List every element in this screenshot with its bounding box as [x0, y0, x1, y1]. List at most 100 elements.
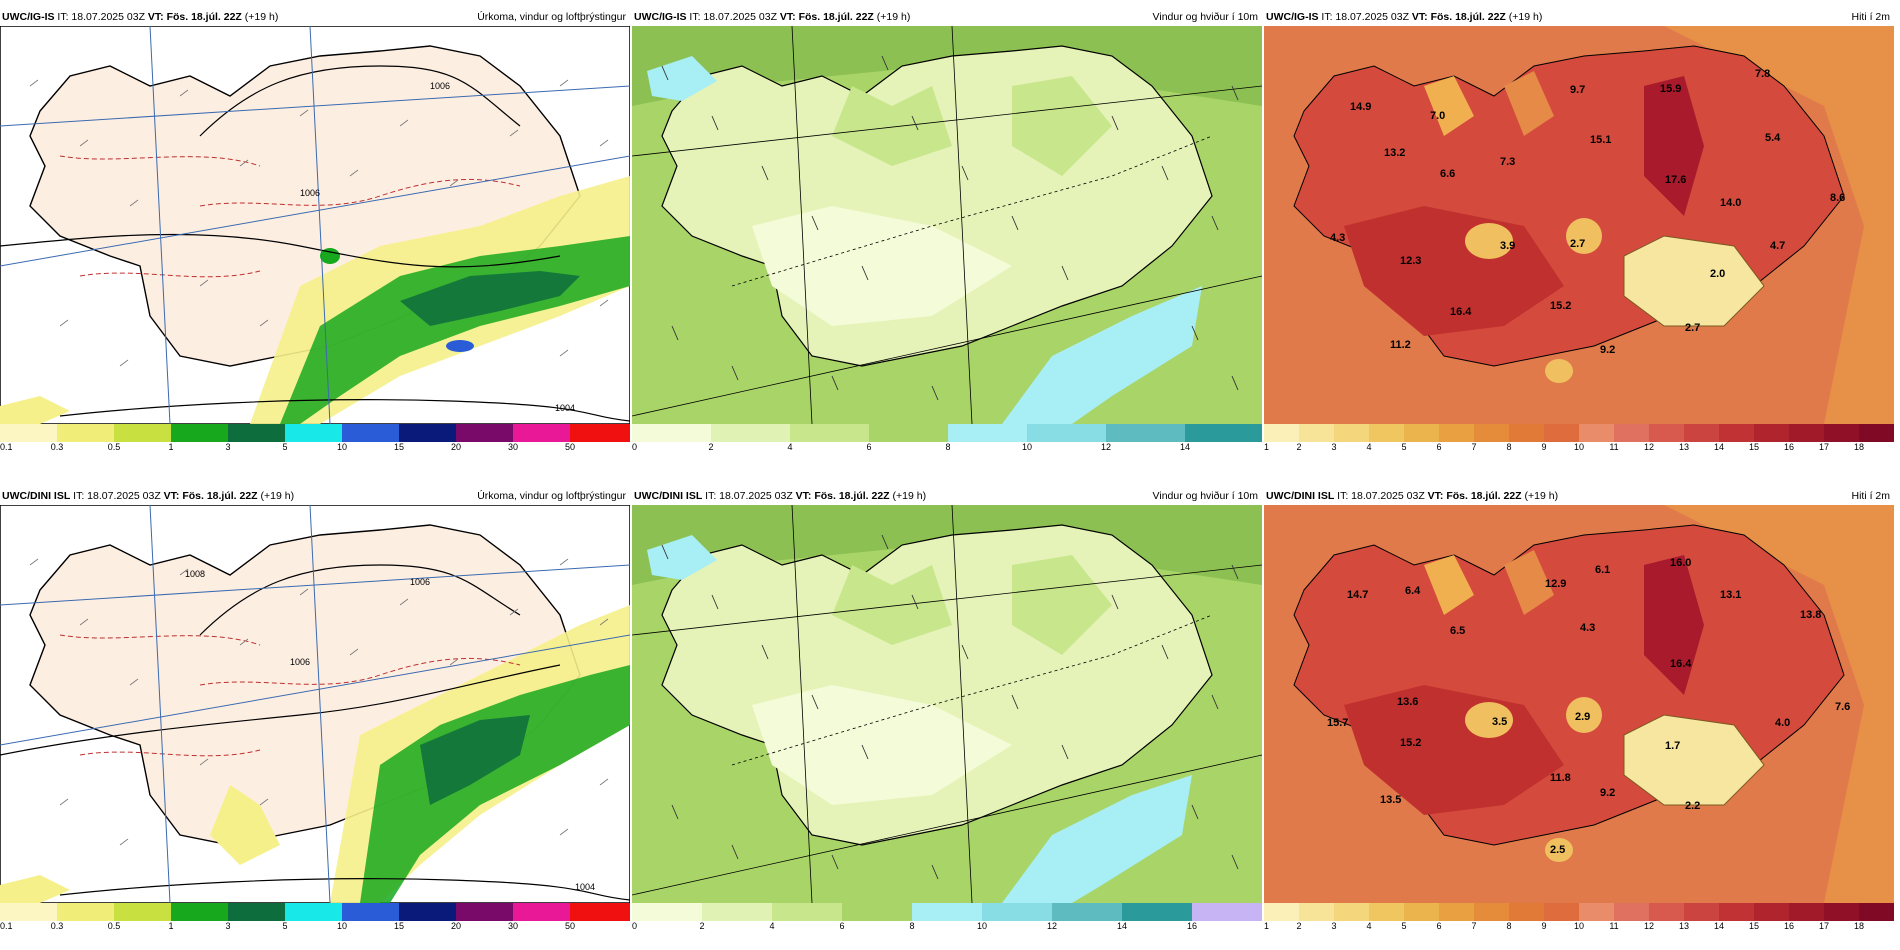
tick: 50 — [564, 921, 576, 931]
tick: 4 — [1366, 442, 1372, 452]
temp-label: 2.2 — [1685, 800, 1701, 812]
temp-label: 14.0 — [1720, 197, 1742, 209]
isobar-label: 1006 — [410, 577, 430, 587]
tick: 5 — [282, 921, 288, 931]
tick: 8 — [909, 921, 915, 931]
temp-label: 11.8 — [1550, 772, 1571, 784]
colorbar-ticks: 1 2 3 4 5 6 7 8 9 10 11 12 13 14 15 16 1… — [1264, 442, 1894, 456]
precip-map[interactable]: 1006 1006 1004 — [0, 26, 630, 424]
temp-label: 7.3 — [1500, 156, 1516, 168]
temp-label: 5.4 — [1765, 132, 1781, 144]
tick: 5 — [1401, 921, 1407, 931]
tick: 0.1 — [0, 921, 13, 931]
valid-time: VT: Fös. 18.júl. 22Z — [779, 11, 874, 23]
tick: 15 — [393, 921, 405, 931]
tick: 0.1 — [0, 442, 13, 452]
tick: 4 — [769, 921, 775, 931]
tick: 11 — [1609, 442, 1619, 452]
valid-time: VT: Fös. 18.júl. 22Z — [1411, 11, 1506, 23]
temp-label: 9.2 — [1600, 344, 1616, 356]
tick: 6 — [1436, 921, 1442, 931]
tick: 0.5 — [107, 921, 121, 931]
tick: 20 — [450, 442, 462, 452]
temp-label: 4.3 — [1580, 622, 1596, 634]
tick: 16 — [1783, 921, 1795, 931]
temp-label: 16.4 — [1670, 658, 1692, 670]
tick: 2 — [699, 921, 705, 931]
temp-label: 11.2 — [1390, 339, 1411, 351]
temp-label: 16.4 — [1450, 306, 1472, 318]
tick: 5 — [282, 442, 288, 452]
tick: 12 — [1046, 921, 1058, 931]
tick: 2 — [1296, 921, 1302, 931]
tick: 30 — [507, 442, 519, 452]
panel-title: Úrkoma, vindur og loftþrýstingur — [477, 490, 626, 502]
isobar-label: 1004 — [555, 403, 575, 413]
panel-title: Úrkoma, vindur og loftþrýstingur — [477, 11, 626, 23]
forecast-step: (+19 h) — [1521, 490, 1559, 502]
tick: 0.3 — [50, 921, 64, 931]
panel-dini-temp: UWC/DINI ISL IT: 18.07.2025 03Z VT: Fös.… — [1264, 487, 1894, 947]
forecast-step: (+19 h) — [873, 11, 911, 23]
tick: 18 — [1853, 921, 1865, 931]
tick: 20 — [450, 921, 462, 931]
model-label: UWC/DINI ISL — [1266, 490, 1335, 502]
colorbar-ticks: 0 2 4 6 8 10 12 14 16 — [632, 921, 1262, 935]
wind-colorbar — [632, 903, 1262, 921]
tick: 3 — [225, 921, 231, 931]
temp-colorbar — [1264, 903, 1894, 921]
panel-header: UWC/DINI ISL IT: 18.07.2025 03Z VT: Fös.… — [1264, 487, 1894, 505]
temp-label: 15.7 — [1327, 717, 1349, 729]
tick: 12 — [1100, 442, 1112, 452]
tick: 0.3 — [50, 442, 64, 452]
temp-label: 6.1 — [1595, 564, 1611, 576]
panel-header: UWC/IG-IS IT: 18.07.2025 03Z VT: Fös. 18… — [1264, 8, 1894, 26]
valid-time: VT: Fös. 18.júl. 22Z — [1427, 490, 1522, 502]
forecast-step: (+19 h) — [257, 490, 295, 502]
temp-label: 12.9 — [1545, 578, 1567, 590]
temp-label: 7.0 — [1430, 110, 1446, 122]
tick: 9 — [1541, 921, 1547, 931]
init-time: IT: 18.07.2025 03Z — [702, 490, 796, 502]
temp-map[interactable]: 14.7 6.4 12.9 6.1 16.0 13.1 13.8 6.5 4.3… — [1264, 505, 1894, 903]
temp-label: 4.3 — [1330, 232, 1346, 244]
tick: 3 — [225, 442, 231, 452]
colorbar-ticks: 0 2 4 6 8 10 12 14 — [632, 442, 1262, 456]
init-time: IT: 18.07.2025 03Z — [1318, 11, 1412, 23]
model-label: UWC/IG-IS — [634, 11, 687, 23]
temp-label: 16.0 — [1670, 557, 1692, 569]
tick: 10 — [1021, 442, 1033, 452]
precip-band-green — [360, 665, 630, 903]
tick: 16 — [1186, 921, 1198, 931]
precip-map[interactable]: 1008 1006 1006 1004 — [0, 505, 630, 903]
tick: 2 — [708, 442, 714, 452]
tick: 11 — [1609, 921, 1619, 931]
precip-core — [400, 271, 580, 326]
temp-map[interactable]: 14.9 7.0 9.7 15.9 7.8 13.2 6.6 7.3 15.1 … — [1264, 26, 1894, 424]
wind-map[interactable] — [632, 26, 1262, 424]
panel-dini-wind: UWC/DINI ISL IT: 18.07.2025 03Z VT: Fös.… — [632, 487, 1262, 947]
forecast-step: (+19 h) — [889, 490, 927, 502]
tick: 15 — [1748, 921, 1760, 931]
tick: 13 — [1678, 921, 1690, 931]
tick: 7 — [1471, 921, 1477, 931]
panel-header: UWC/IG-IS IT: 18.07.2025 03Z VT: Fös. 18… — [632, 8, 1262, 26]
tick: 4 — [787, 442, 793, 452]
tick: 9 — [1541, 442, 1547, 452]
temp-label: 2.0 — [1710, 268, 1726, 280]
wind-map[interactable] — [632, 505, 1262, 903]
isobar-label: 1006 — [430, 81, 450, 91]
tick: 0.5 — [107, 442, 121, 452]
model-label: UWC/IG-IS — [2, 11, 55, 23]
panel-igis-wind: UWC/IG-IS IT: 18.07.2025 03Z VT: Fös. 18… — [632, 8, 1262, 468]
panel-igis-temp: UWC/IG-IS IT: 18.07.2025 03Z VT: Fös. 18… — [1264, 8, 1894, 468]
tick: 6 — [866, 442, 872, 452]
isobar-label: 1006 — [300, 188, 320, 198]
init-time: IT: 18.07.2025 03Z — [686, 11, 780, 23]
tick: 14 — [1116, 921, 1128, 931]
model-label: UWC/IG-IS — [1266, 11, 1319, 23]
tick: 16 — [1783, 442, 1795, 452]
temp-label: 7.6 — [1835, 701, 1851, 713]
tick: 1 — [168, 921, 174, 931]
tick: 17 — [1818, 442, 1830, 452]
